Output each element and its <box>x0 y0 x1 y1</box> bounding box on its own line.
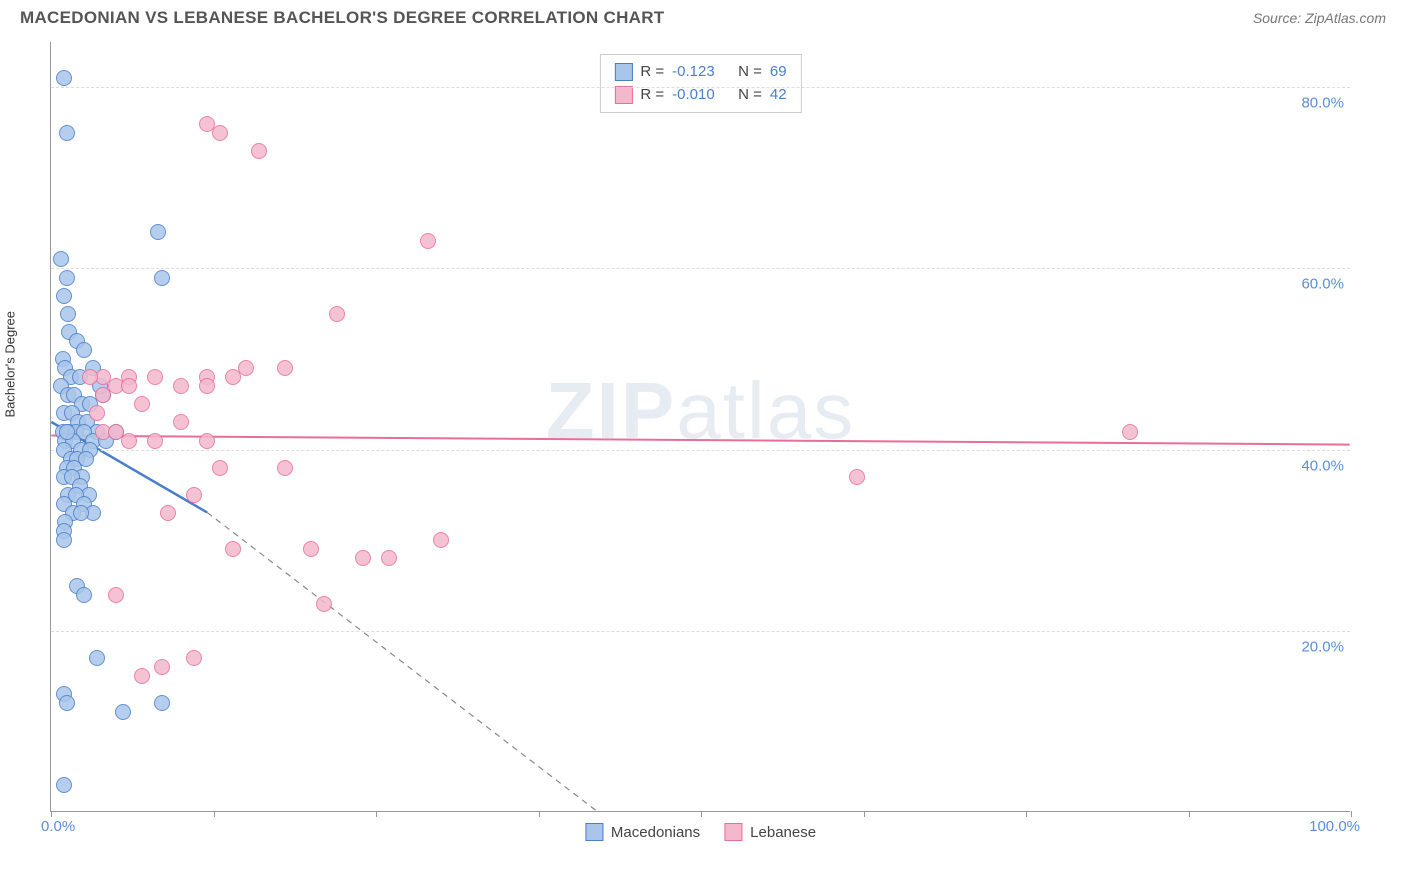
data-point <box>56 288 72 304</box>
data-point <box>355 550 371 566</box>
data-point <box>121 378 137 394</box>
x-axis-min-label: 0.0% <box>41 818 75 835</box>
data-point <box>225 541 241 557</box>
data-point <box>251 143 267 159</box>
data-point <box>121 433 137 449</box>
data-point <box>277 360 293 376</box>
data-point <box>160 505 176 521</box>
gridline <box>51 631 1350 632</box>
bottom-legend: Macedonians Lebanese <box>585 823 816 841</box>
x-tick <box>539 811 540 817</box>
watermark: ZIPatlas <box>546 365 855 457</box>
data-point <box>154 270 170 286</box>
data-point <box>150 224 166 240</box>
gridline <box>51 450 1350 451</box>
data-point <box>82 369 98 385</box>
data-point <box>147 433 163 449</box>
x-tick <box>376 811 377 817</box>
data-point <box>433 532 449 548</box>
data-point <box>59 695 75 711</box>
data-point <box>212 125 228 141</box>
data-point <box>56 777 72 793</box>
n-value-macedonians: 69 <box>770 61 787 84</box>
data-point <box>420 233 436 249</box>
x-tick <box>51 811 52 817</box>
data-point <box>329 306 345 322</box>
data-point <box>212 460 228 476</box>
y-tick-label: 60.0% <box>1301 276 1344 293</box>
y-tick-label: 40.0% <box>1301 457 1344 474</box>
data-point <box>154 695 170 711</box>
swatch-macedonians-bottom <box>585 823 603 841</box>
x-axis-max-label: 100.0% <box>1309 818 1360 835</box>
data-point <box>186 650 202 666</box>
gridline <box>51 268 1350 269</box>
trend-lines <box>51 42 1350 811</box>
data-point <box>303 541 319 557</box>
x-tick <box>864 811 865 817</box>
data-point <box>199 378 215 394</box>
data-point <box>89 405 105 421</box>
data-point <box>381 550 397 566</box>
x-tick <box>214 811 215 817</box>
data-point <box>147 369 163 385</box>
swatch-lebanese <box>614 86 632 104</box>
data-point <box>76 587 92 603</box>
data-point <box>225 369 241 385</box>
data-point <box>108 587 124 603</box>
data-point <box>186 487 202 503</box>
data-point <box>115 704 131 720</box>
swatch-lebanese-bottom <box>724 823 742 841</box>
swatch-macedonians <box>614 63 632 81</box>
data-point <box>1122 424 1138 440</box>
data-point <box>134 668 150 684</box>
data-point <box>89 650 105 666</box>
chart-container: Bachelor's Degree ZIPatlas R = -0.123 N … <box>20 32 1386 852</box>
y-tick-label: 20.0% <box>1301 638 1344 655</box>
data-point <box>53 251 69 267</box>
data-point <box>277 460 293 476</box>
chart-title: MACEDONIAN VS LEBANESE BACHELOR'S DEGREE… <box>20 8 665 28</box>
data-point <box>173 378 189 394</box>
data-point <box>134 396 150 412</box>
gridline <box>51 87 1350 88</box>
data-point <box>154 659 170 675</box>
data-point <box>59 270 75 286</box>
data-point <box>56 70 72 86</box>
data-point <box>76 342 92 358</box>
stats-legend-box: R = -0.123 N = 69 R = -0.010 N = 42 <box>599 54 801 113</box>
source-label: Source: ZipAtlas.com <box>1253 10 1386 26</box>
y-axis-title: Bachelor's Degree <box>3 311 18 418</box>
data-point <box>173 414 189 430</box>
scatter-plot: ZIPatlas R = -0.123 N = 69 R = -0.010 N … <box>50 42 1350 812</box>
legend-item-lebanese: Lebanese <box>724 823 816 841</box>
x-tick <box>1351 811 1352 817</box>
x-tick <box>1189 811 1190 817</box>
legend-item-macedonians: Macedonians <box>585 823 700 841</box>
x-tick <box>1026 811 1027 817</box>
stats-row-macedonians: R = -0.123 N = 69 <box>614 61 786 84</box>
data-point <box>56 532 72 548</box>
data-point <box>95 387 111 403</box>
data-point <box>59 125 75 141</box>
r-value-macedonians: -0.123 <box>672 61 730 84</box>
data-point <box>73 505 89 521</box>
data-point <box>108 424 124 440</box>
data-point <box>59 424 75 440</box>
data-point <box>199 433 215 449</box>
data-point <box>849 469 865 485</box>
y-tick-label: 80.0% <box>1301 95 1344 112</box>
data-point <box>316 596 332 612</box>
x-tick <box>701 811 702 817</box>
data-point <box>60 306 76 322</box>
